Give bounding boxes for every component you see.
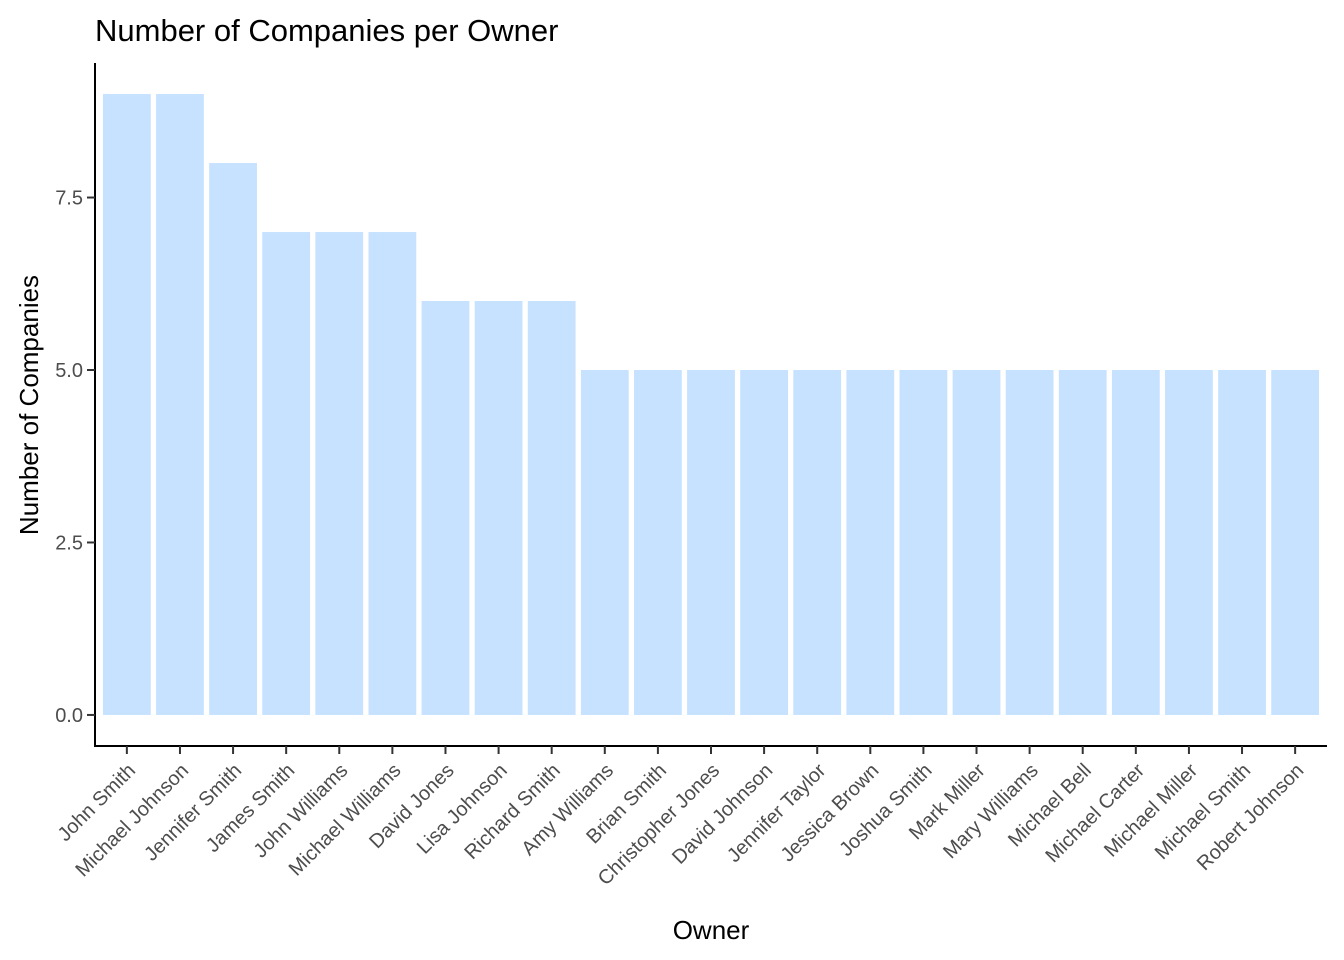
bars-group: [102, 94, 1320, 715]
bar-7: [474, 301, 523, 715]
x-tick-label-4: John Williams: [250, 760, 353, 863]
bar-0: [102, 94, 151, 715]
bar-10: [634, 370, 682, 715]
chart-title: Number of Companies per Owner: [95, 13, 558, 48]
bar-16: [952, 370, 1001, 715]
bar-21: [1218, 370, 1266, 715]
y-axis-title: Number of Companies: [14, 275, 44, 535]
bar-12: [740, 370, 788, 715]
bar-19: [1111, 370, 1160, 715]
bar-18: [1058, 370, 1107, 715]
bar-8: [527, 301, 576, 715]
bar-1: [156, 94, 204, 715]
bar-20: [1165, 370, 1213, 715]
bar-5: [368, 232, 417, 715]
y-tick-label-2: 5.0: [55, 360, 83, 382]
x-tick-label-9: Amy Williams: [518, 760, 618, 860]
bar-6: [421, 301, 470, 715]
bar-17: [1005, 370, 1054, 715]
x-tick-label-15: Joshua Smith: [835, 760, 936, 861]
bar-2: [209, 163, 257, 715]
bar-4: [315, 232, 364, 715]
x-tick-label-20: Michael Miller: [1100, 759, 1202, 861]
y-tick-label-3: 7.5: [55, 188, 83, 210]
bar-3: [262, 232, 311, 715]
y-tick-label-0: 0.0: [55, 705, 83, 727]
bar-9: [580, 370, 629, 715]
y-ticks-group: 0.0 2.5 5.0 7.5: [55, 188, 95, 727]
bar-13: [793, 370, 842, 715]
x-axis-title: Owner: [673, 915, 750, 945]
bar-22: [1271, 370, 1320, 715]
y-tick-label-1: 2.5: [55, 532, 83, 554]
bar-15: [899, 370, 948, 715]
bar-14: [846, 370, 895, 715]
bar-11: [687, 370, 735, 715]
